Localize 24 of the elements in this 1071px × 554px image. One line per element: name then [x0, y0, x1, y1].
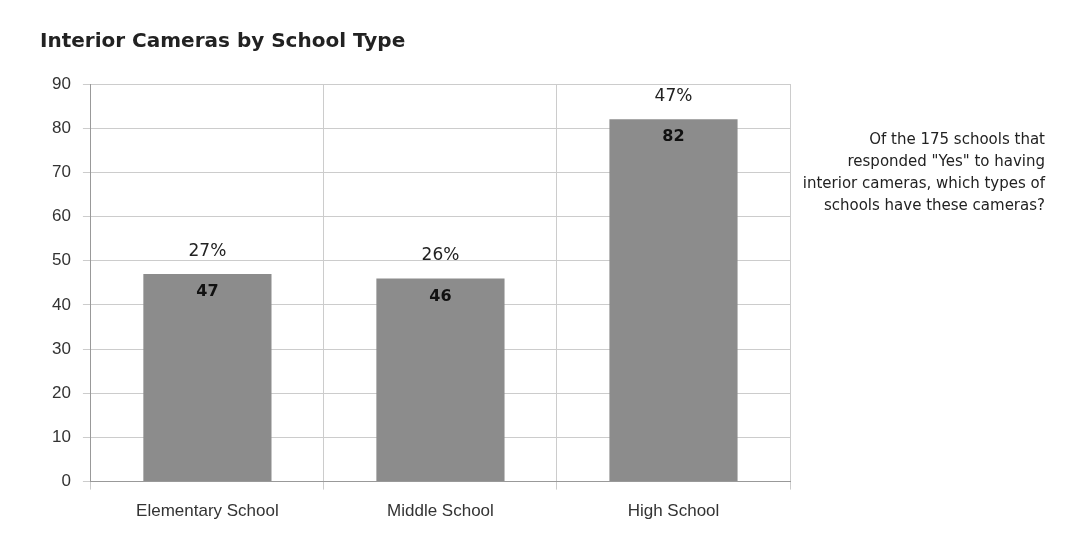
y-tick-label: 10	[51, 427, 71, 447]
y-tick-label: 80	[51, 117, 71, 137]
x-tick-label: High School	[627, 501, 720, 521]
y-tick-label: 30	[51, 338, 71, 358]
annotation: 26%	[421, 244, 460, 265]
data-label: 46	[429, 285, 452, 305]
annotation: 27%	[188, 239, 227, 260]
bar	[376, 278, 505, 482]
y-tick-label: 40	[51, 294, 71, 314]
x-tick-label: Elementary School	[136, 501, 279, 521]
y-tick-label: 70	[51, 162, 71, 182]
y-tick-label: 90	[51, 73, 71, 93]
text: Of the 175 schools that responded "Yes" to having interior cameras, which types of schools have these cameras?	[801, 129, 1045, 216]
x-tick-label: Middle School	[387, 501, 494, 521]
data-label: 82	[662, 126, 685, 146]
bar	[143, 273, 272, 482]
y-tick-label: 0	[61, 471, 71, 491]
y-tick-label: 50	[51, 250, 71, 270]
y-tick-label: 60	[51, 206, 71, 226]
data-label: 47	[196, 281, 219, 301]
bar	[609, 119, 738, 482]
y-tick-label: 20	[51, 382, 71, 402]
chart-title: Interior Cameras by School Type	[40, 28, 406, 53]
annotation: 47%	[654, 85, 693, 106]
